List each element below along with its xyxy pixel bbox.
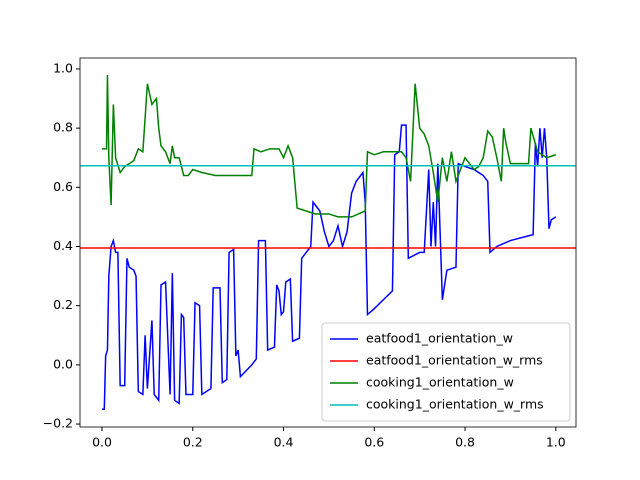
x-tick-label: 0.0 [92,435,112,450]
legend-label: eatfood1_orientation_w_rms [366,353,543,368]
x-tick-label: 0.8 [455,435,475,450]
data-line [102,124,557,410]
y-tick-label: 0.6 [53,179,73,194]
y-tick-label: 1.0 [53,60,73,75]
x-tick-label: 0.6 [364,435,384,450]
y-tick-label: 0.8 [53,120,73,135]
x-tick-label: 0.4 [274,435,294,450]
plot-frame [79,57,577,428]
data-line [102,74,557,218]
legend-label: eatfood1_orientation_w [366,331,513,346]
y-tick-label: −0.2 [43,416,73,431]
legend [321,322,571,422]
y-tick-label: 0.0 [53,356,73,371]
x-tick-label: 0.2 [183,435,203,450]
y-tick-label: 0.4 [53,238,73,253]
legend-label: cooking1_orientation_w_rms [366,397,544,412]
y-tick-label: 0.2 [53,297,73,312]
x-tick-label: 1.0 [546,435,566,450]
legend-label: cooking1_orientation_w [366,375,514,390]
